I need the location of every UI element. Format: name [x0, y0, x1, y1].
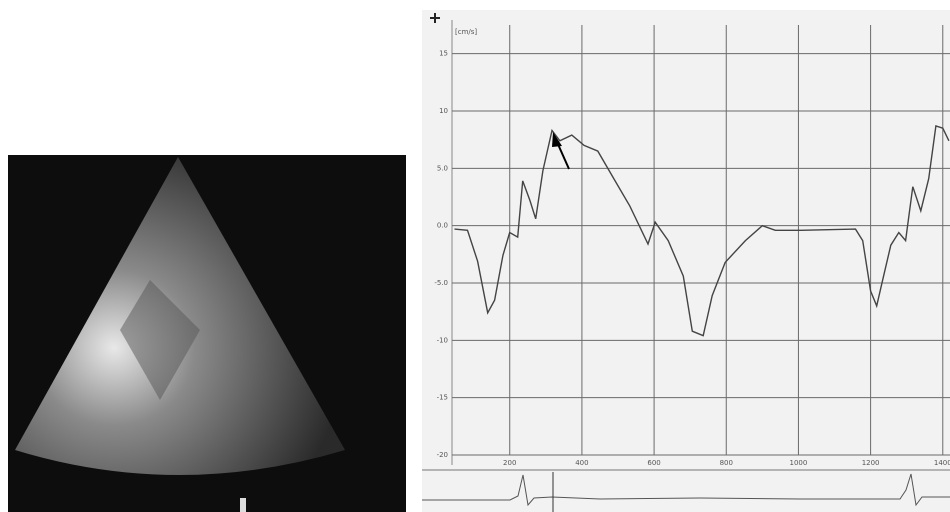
y-tick-label: -15 [437, 394, 448, 402]
y-tick-label: -5.0 [434, 279, 448, 287]
y-tick-label: 5.0 [437, 164, 448, 172]
x-tick-label: 1400 [934, 459, 950, 467]
y-tick-label: 15 [439, 50, 448, 58]
page: {"chart_data": {"type": "line", "y_label… [0, 0, 950, 512]
x-tick-label: 800 [720, 459, 733, 467]
ultrasound-marker [240, 498, 246, 512]
x-tick-label: 600 [647, 459, 660, 467]
x-tick-label: 400 [575, 459, 588, 467]
x-tick-label: 1000 [790, 459, 808, 467]
x-tick-label: 1200 [862, 459, 880, 467]
figure: [cm/s] 15 10 5.0 0.0 -5.0 -10 -15 -20 200 400 600 8… [0, 0, 950, 512]
y-tick-label: -10 [437, 336, 448, 344]
y-tick-label: 10 [439, 107, 448, 115]
y-tick-label: 0.0 [437, 222, 448, 230]
x-tick-label: 200 [503, 459, 516, 467]
y-tick-label: -20 [437, 451, 448, 459]
y-axis-label: [cm/s] [455, 28, 477, 36]
